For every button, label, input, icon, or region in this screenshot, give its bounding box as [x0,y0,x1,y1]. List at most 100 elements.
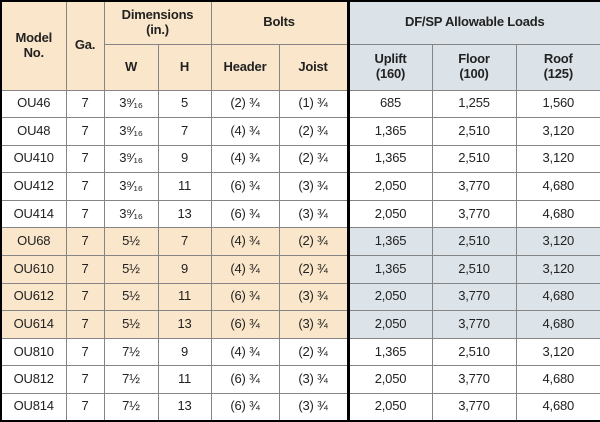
header-bolts-cell: (6) ¾ [210,199,280,229]
uplift-load-cell: 685 [346,89,433,119]
floor-load-cell: 3,770 [431,199,517,229]
width-cell: 3⁹⁄₁₆ [103,172,159,201]
col-header-ga: Ga. [65,0,105,91]
floor-load-cell: 3,770 [431,310,517,339]
width-cell: 7½ [103,337,159,367]
table-row: OU814 7 7½ 13 (6) ¾ (3) ¾ 2,050 3,770 4,… [0,392,600,422]
height-cell: 7 [157,117,212,146]
uplift-load-cell: 2,050 [346,282,433,312]
joist-bolts-cell: (1) ¾ [278,89,349,119]
uplift-load-cell: 1,365 [346,117,433,146]
header-bolts-cell: (6) ¾ [210,172,280,201]
table-body: OU46 7 3⁹⁄₁₆ 5 (2) ¾ (1) ¾ 685 1,255 1,5… [0,89,600,422]
table-row: OU614 7 5½ 13 (6) ¾ (3) ¾ 2,050 3,770 4,… [0,310,600,339]
roof-load-cell: 4,680 [515,392,600,422]
height-cell: 11 [157,172,212,201]
floor-load-cell: 2,510 [431,337,517,367]
width-cell: 3⁹⁄₁₆ [103,89,159,119]
height-cell: 9 [157,254,212,284]
table-row: OU46 7 3⁹⁄₁₆ 5 (2) ¾ (1) ¾ 685 1,255 1,5… [0,89,600,119]
table-row: OU812 7 7½ 11 (6) ¾ (3) ¾ 2,050 3,770 4,… [0,365,600,394]
header-bolts-cell: (6) ¾ [210,282,280,312]
model-cell: OU412 [0,172,67,201]
model-cell: OU48 [0,117,67,146]
model-cell: OU812 [0,365,67,394]
col-header-floor: Floor (100) [431,43,517,91]
model-cell: OU612 [0,282,67,312]
table-row: OU410 7 3⁹⁄₁₆ 9 (4) ¾ (2) ¾ 1,365 2,510 … [0,144,600,174]
table-row: OU48 7 3⁹⁄₁₆ 7 (4) ¾ (2) ¾ 1,365 2,510 3… [0,117,600,146]
model-cell: OU410 [0,144,67,174]
width-cell: 7½ [103,392,159,422]
floor-load-cell: 3,770 [431,392,517,422]
uplift-load-cell: 2,050 [346,310,433,339]
gauge-cell: 7 [65,227,105,256]
roof-load-cell: 4,680 [515,282,600,312]
model-cell: OU810 [0,337,67,367]
uplift-load-cell: 1,365 [346,144,433,174]
roof-load-cell: 1,560 [515,89,600,119]
model-cell: OU610 [0,254,67,284]
col-header-height: H [157,43,212,91]
header-bolts-cell: (6) ¾ [210,310,280,339]
gauge-cell: 7 [65,89,105,119]
joist-bolts-cell: (2) ¾ [278,117,349,146]
uplift-load-cell: 1,365 [346,254,433,284]
header-bolts-cell: (6) ¾ [210,392,280,422]
joist-bolts-cell: (3) ¾ [278,310,349,339]
joist-bolts-cell: (3) ¾ [278,172,349,201]
header-bolts-cell: (6) ¾ [210,365,280,394]
joist-bolts-cell: (2) ¾ [278,337,349,367]
height-cell: 9 [157,144,212,174]
table-row: OU610 7 5½ 9 (4) ¾ (2) ¾ 1,365 2,510 3,1… [0,254,600,284]
col-header-width: W [103,43,159,91]
gauge-cell: 7 [65,365,105,394]
joist-bolts-cell: (2) ¾ [278,227,349,256]
height-cell: 7 [157,227,212,256]
floor-load-cell: 2,510 [431,144,517,174]
gauge-cell: 7 [65,144,105,174]
model-cell: OU414 [0,199,67,229]
roof-load-cell: 3,120 [515,227,600,256]
table-row: OU612 7 5½ 11 (6) ¾ (3) ¾ 2,050 3,770 4,… [0,282,600,312]
width-cell: 5½ [103,254,159,284]
table-header: Model No. Ga. Dimensions (in.) Bolts DF/… [0,0,600,91]
floor-load-cell: 3,770 [431,282,517,312]
width-cell: 3⁹⁄₁₆ [103,117,159,146]
col-group-dimensions: Dimensions (in.) [103,0,212,45]
height-cell: 9 [157,337,212,367]
width-cell: 7½ [103,365,159,394]
floor-load-cell: 3,770 [431,172,517,201]
roof-load-cell: 3,120 [515,254,600,284]
table-row: OU412 7 3⁹⁄₁₆ 11 (6) ¾ (3) ¾ 2,050 3,770… [0,172,600,201]
roof-load-cell: 3,120 [515,144,600,174]
joist-bolts-cell: (3) ¾ [278,392,349,422]
width-cell: 5½ [103,282,159,312]
gauge-cell: 7 [65,310,105,339]
gauge-cell: 7 [65,337,105,367]
col-group-bolts: Bolts [210,0,349,45]
gauge-cell: 7 [65,392,105,422]
header-bolts-cell: (4) ¾ [210,144,280,174]
height-cell: 13 [157,392,212,422]
table-row: OU414 7 3⁹⁄₁₆ 13 (6) ¾ (3) ¾ 2,050 3,770… [0,199,600,229]
header-bolts-cell: (4) ¾ [210,337,280,367]
width-cell: 3⁹⁄₁₆ [103,144,159,174]
floor-load-cell: 3,770 [431,365,517,394]
header-bolts-cell: (4) ¾ [210,227,280,256]
table-row: OU68 7 5½ 7 (4) ¾ (2) ¾ 1,365 2,510 3,12… [0,227,600,256]
col-group-allowable-loads: DF/SP Allowable Loads [346,0,600,45]
model-cell: OU614 [0,310,67,339]
width-cell: 3⁹⁄₁₆ [103,199,159,229]
joist-bolts-cell: (3) ¾ [278,199,349,229]
model-cell: OU814 [0,392,67,422]
header-bolts-cell: (2) ¾ [210,89,280,119]
joist-bolts-cell: (2) ¾ [278,144,349,174]
floor-load-cell: 1,255 [431,89,517,119]
col-header-model: Model No. [0,0,67,91]
roof-load-cell: 3,120 [515,337,600,367]
roof-load-cell: 4,680 [515,310,600,339]
floor-load-cell: 2,510 [431,117,517,146]
roof-load-cell: 4,680 [515,172,600,201]
roof-load-cell: 3,120 [515,117,600,146]
